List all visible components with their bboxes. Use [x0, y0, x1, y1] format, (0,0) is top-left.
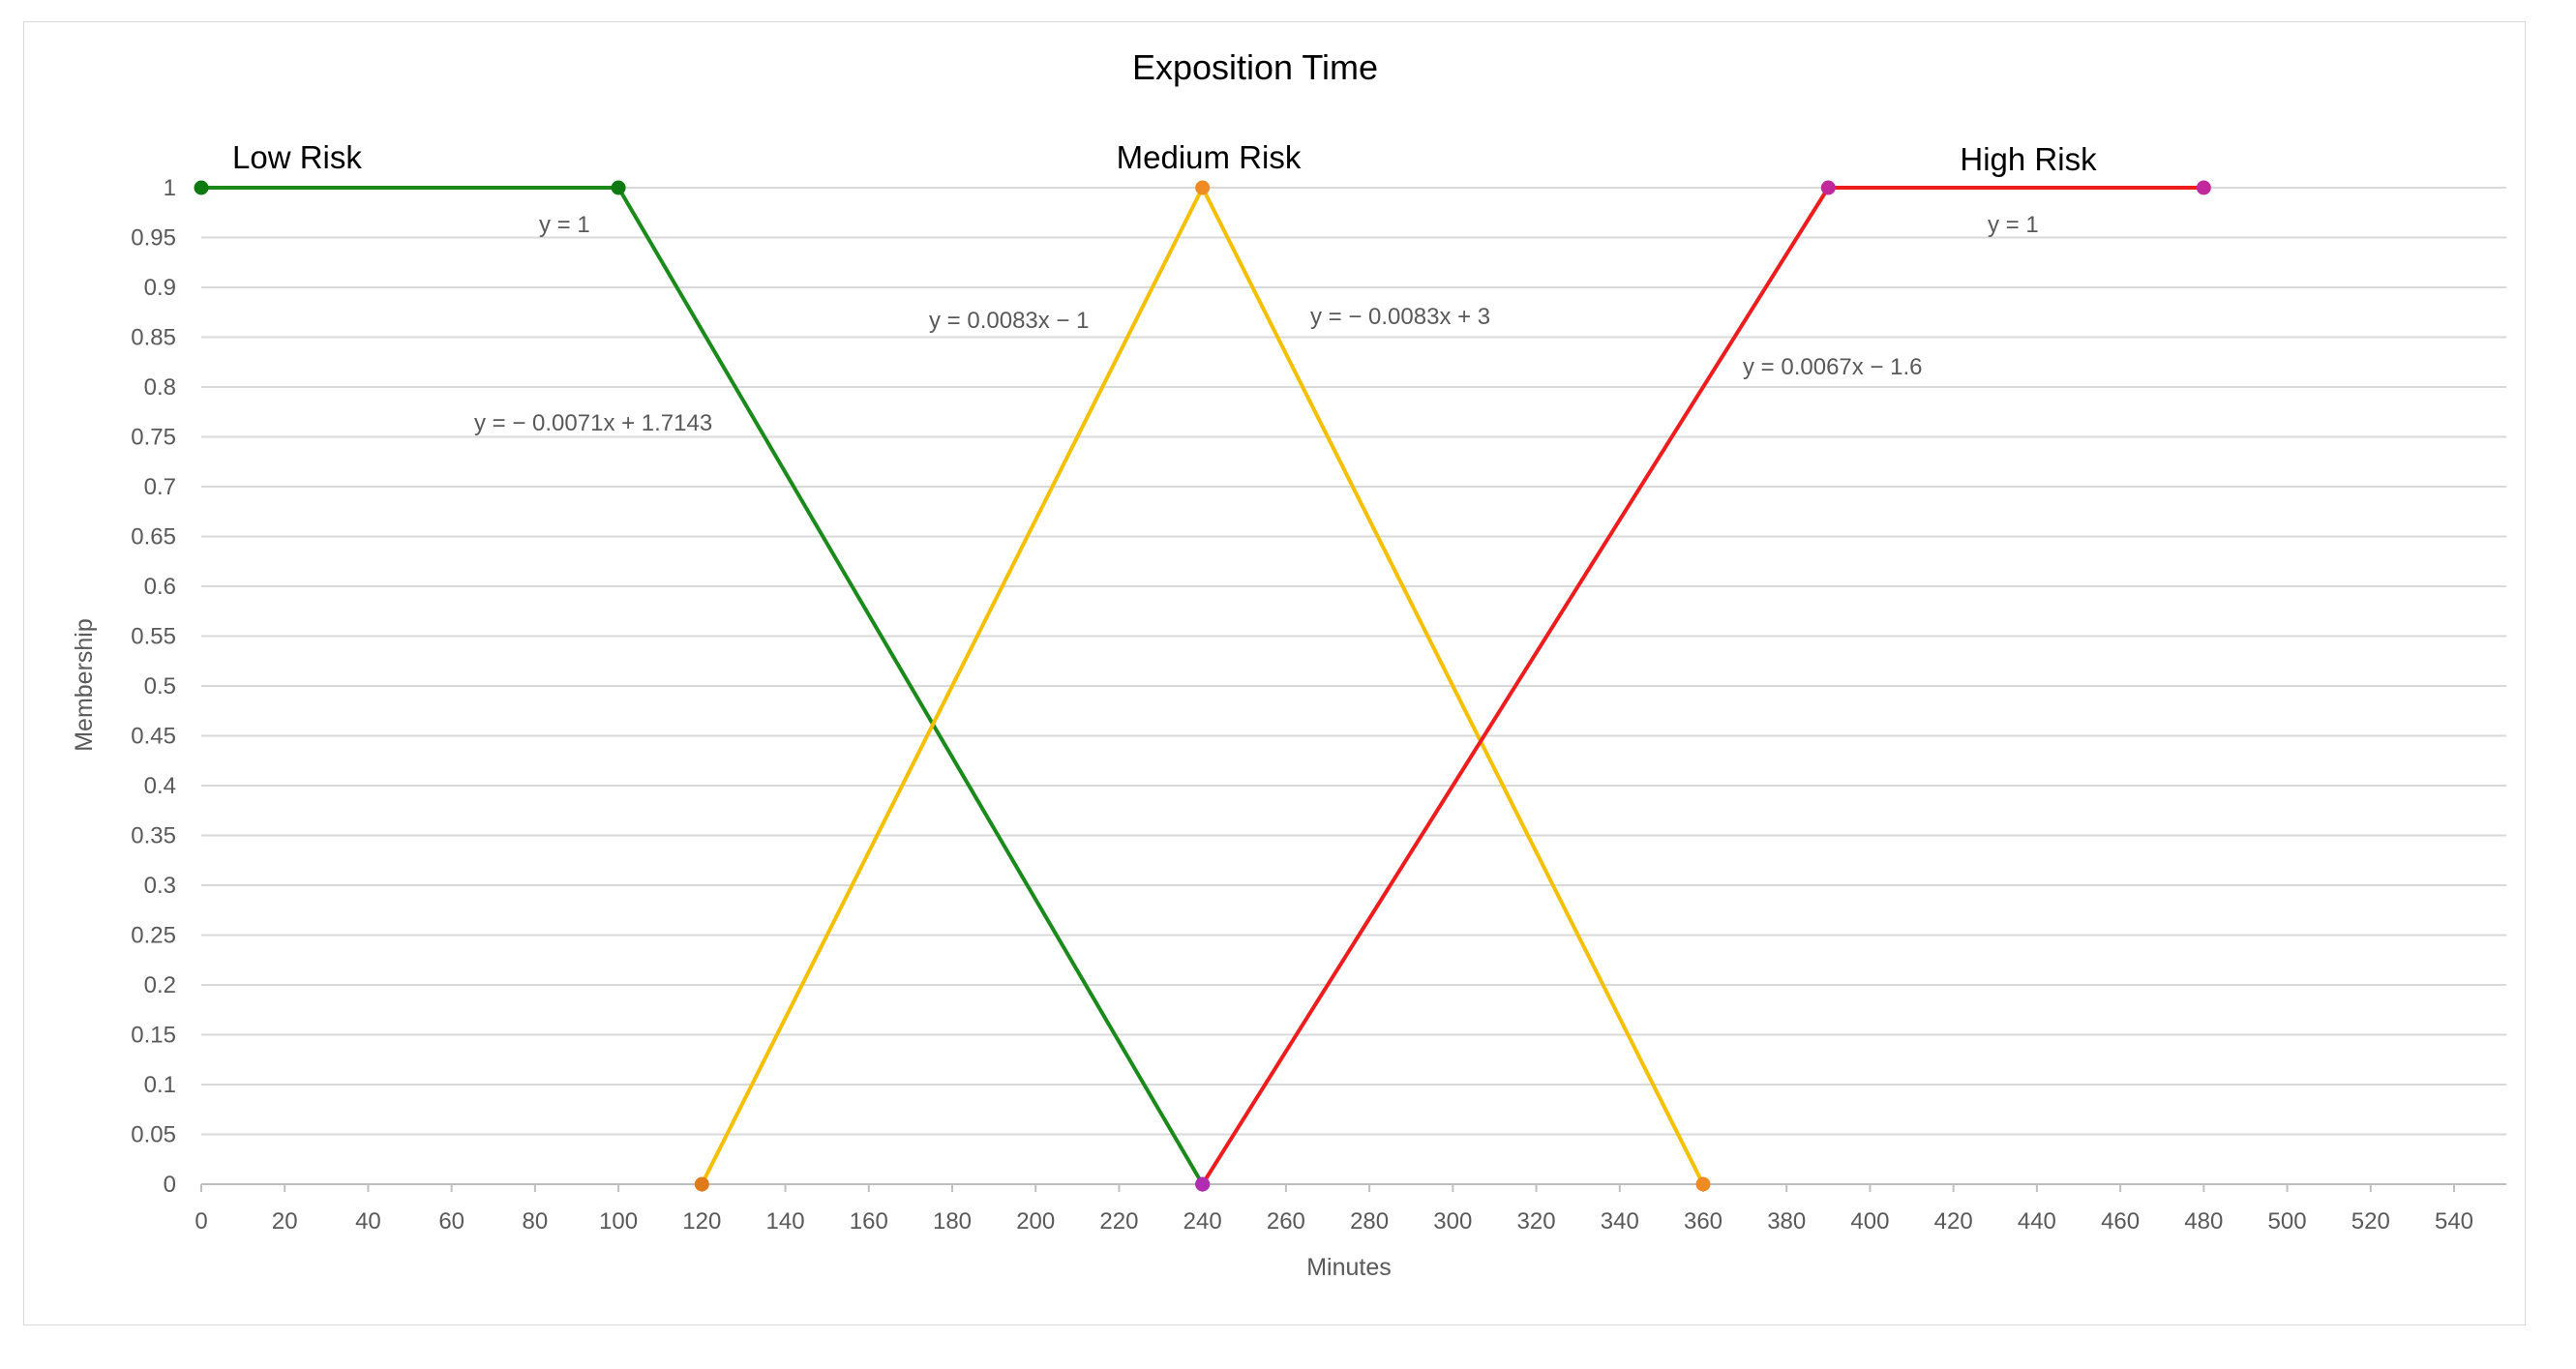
series-label-low-risk: Low Risk — [232, 139, 362, 175]
y-tick-label: 0.6 — [144, 574, 176, 600]
y-tick-label: 0.8 — [144, 374, 176, 401]
x-tick-label: 40 — [355, 1208, 381, 1235]
x-tick-label: 380 — [1767, 1208, 1806, 1235]
x-tick-label: 400 — [1850, 1208, 1889, 1235]
grid-lines — [201, 187, 2506, 1136]
x-tick-label: 200 — [1016, 1208, 1055, 1235]
x-tick-label: 320 — [1517, 1208, 1556, 1235]
data-point-low-risk — [194, 180, 209, 195]
data-point-medium-risk — [694, 1176, 709, 1192]
x-tick-label: 20 — [272, 1208, 298, 1235]
x-tick-label: 460 — [2101, 1208, 2140, 1235]
y-tick-label: 0.2 — [144, 972, 176, 998]
y-tick-label: 0.75 — [131, 425, 176, 451]
data-point-low-risk — [611, 180, 626, 195]
x-tick-label: 160 — [850, 1208, 888, 1235]
x-tick-label: 240 — [1183, 1208, 1222, 1235]
y-tick-label: 0.95 — [131, 225, 176, 252]
equation-low-flat: y = 1 — [539, 212, 590, 238]
y-tick-label: 0.35 — [131, 823, 176, 849]
x-tick-label: 280 — [1350, 1208, 1389, 1235]
x-tick-label: 480 — [2184, 1208, 2223, 1235]
chart-area — [23, 21, 2526, 1325]
x-tick-label: 220 — [1099, 1208, 1138, 1235]
equation-high-flat: y = 1 — [1988, 212, 2039, 238]
equation-medium-rise: y = 0.0083x − 1 — [929, 308, 1089, 334]
x-axis-title: Minutes — [1306, 1254, 1392, 1281]
data-point-high-risk — [1195, 1176, 1211, 1192]
x-tick-label: 420 — [1934, 1208, 1973, 1235]
y-tick-label: 0.7 — [144, 474, 176, 500]
x-tick-label: 260 — [1267, 1208, 1305, 1235]
x-tick-label: 540 — [2435, 1208, 2473, 1235]
series-markers — [194, 180, 2211, 1192]
x-tick-label: 300 — [1433, 1208, 1472, 1235]
axes: 0 0.05 0.1 0.15 0.2 0.25 0.3 0.35 0.4 0.45 0.5 0.55… — [131, 175, 2506, 1235]
y-tick-label: 0.15 — [131, 1023, 176, 1049]
x-tick-label: 440 — [2018, 1208, 2056, 1235]
y-tick-label: 0.55 — [131, 624, 176, 650]
y-tick-label: 0 — [164, 1172, 176, 1198]
x-tick-label: 140 — [766, 1208, 805, 1235]
y-tick-label: 0.45 — [131, 724, 176, 750]
equation-high-rise: y = 0.0067x − 1.6 — [1743, 354, 1922, 380]
y-tick-label: 0.25 — [131, 923, 176, 949]
equation-medium-fall: y = − 0.0083x + 3 — [1310, 304, 1490, 330]
x-tick-label: 500 — [2268, 1208, 2307, 1235]
y-tick-label: 0.85 — [131, 325, 176, 351]
y-axis-title: Membership — [71, 618, 98, 752]
equation-low-slope: y = − 0.0071x + 1.7143 — [474, 410, 712, 436]
y-tick-label: 0.4 — [144, 773, 176, 799]
x-tick-label: 80 — [523, 1208, 549, 1235]
x-tick-label: 340 — [1601, 1208, 1639, 1235]
y-tick-label: 0.9 — [144, 275, 176, 301]
y-tick-label: 0.05 — [131, 1122, 176, 1148]
data-point-medium-risk — [1195, 180, 1211, 195]
y-tick-label: 0.3 — [144, 873, 176, 899]
y-tick-label: 1 — [164, 175, 176, 201]
chart-title: Exposition Time — [1132, 47, 1378, 87]
x-tick-label: 520 — [2351, 1208, 2390, 1235]
x-tick-label: 180 — [933, 1208, 972, 1235]
data-point-high-risk — [1820, 180, 1836, 195]
y-tick-label: 0.1 — [144, 1072, 176, 1098]
x-tick-label: 100 — [599, 1208, 638, 1235]
y-tick-label: 0.5 — [144, 673, 176, 699]
series-label-medium-risk: Medium Risk — [1117, 139, 1302, 175]
x-tick-label: 120 — [682, 1208, 721, 1235]
y-tick-label: 0.65 — [131, 524, 176, 551]
data-point-high-risk — [2196, 180, 2211, 195]
data-point-medium-risk — [1695, 1176, 1711, 1192]
x-tick-label: 360 — [1684, 1208, 1722, 1235]
x-tick-label: 0 — [195, 1208, 207, 1235]
x-tick-label: 60 — [438, 1208, 464, 1235]
series-label-high-risk: High Risk — [1960, 141, 2097, 177]
